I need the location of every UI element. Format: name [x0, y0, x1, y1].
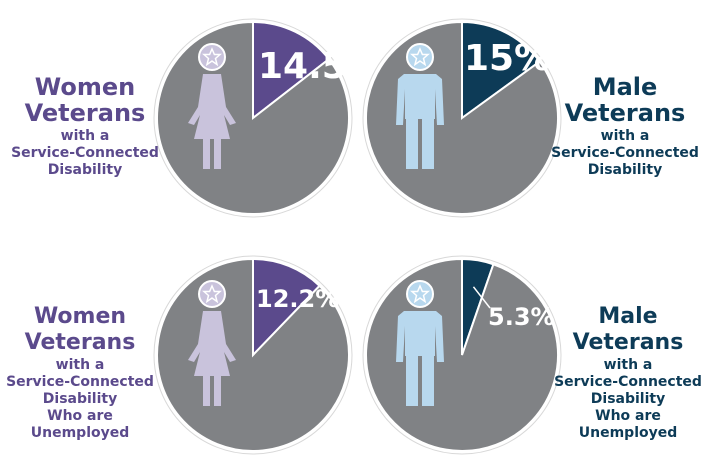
pie-title: Women [35, 73, 135, 101]
pie-subtitle: Disability [588, 162, 662, 178]
pie-title: Veterans [25, 99, 146, 127]
value-label: 12.2% [256, 285, 339, 313]
pie-title: Male [598, 304, 657, 329]
value-label: 5.3% [488, 303, 555, 331]
pie-subtitle: Unemployed [579, 425, 678, 441]
pie-title: Women [34, 304, 126, 329]
pie-subtitle: Service-Connected [11, 145, 159, 161]
pie-title: Male [593, 73, 658, 101]
pie-slice [461, 20, 542, 120]
pie-subtitle: Unemployed [31, 425, 130, 441]
pie-subtitle: Who are [47, 408, 113, 424]
pie-slice [365, 257, 559, 452]
pie-slice [252, 257, 322, 358]
pie-subtitle: Disability [591, 391, 665, 407]
pie-subtitle: Service-Connected [6, 374, 154, 390]
pie-subtitle: Disability [48, 162, 122, 178]
value-label: 15% [464, 38, 550, 79]
pie-subtitle: with a [601, 128, 650, 144]
pie-slice [252, 20, 331, 121]
pie-subtitle: Service-Connected [554, 374, 702, 390]
pie-subtitle: Disability [43, 391, 117, 407]
leader-line [472, 286, 491, 309]
pie-subtitle: with a [56, 357, 105, 373]
pie-subtitle: Service-Connected [551, 145, 699, 161]
value-label: 14.5% [258, 46, 383, 87]
pie-subtitle: with a [604, 357, 653, 373]
pie-title: Veterans [573, 330, 684, 355]
pie-title: Veterans [25, 330, 136, 355]
pie-title: Veterans [565, 99, 686, 127]
pie-subtitle: Who are [595, 408, 661, 424]
pie-subtitle: with a [61, 128, 110, 144]
